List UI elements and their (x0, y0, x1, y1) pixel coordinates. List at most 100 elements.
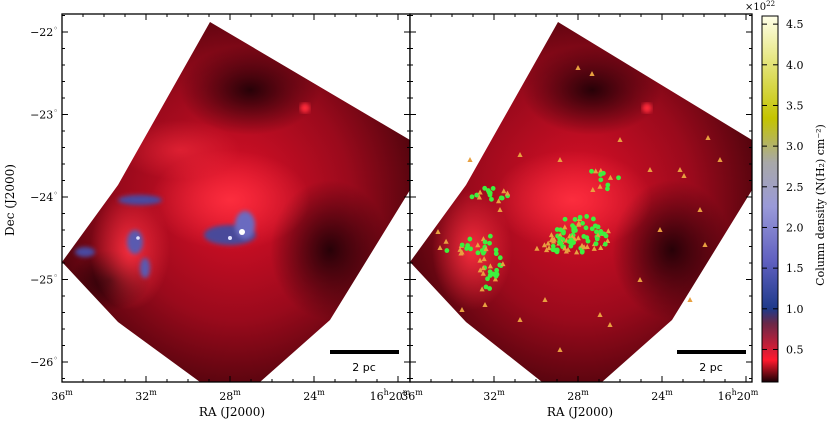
circle-marker (605, 186, 610, 192)
triangle-marker (477, 189, 483, 195)
triangle-marker (477, 267, 483, 273)
circle-marker (499, 195, 505, 201)
triangle-marker (435, 229, 441, 234)
dec-tick-label: −22◦ (30, 24, 58, 39)
triangle-marker (542, 297, 548, 302)
circle-marker (584, 235, 590, 241)
triangle-marker (483, 246, 489, 252)
triangle-marker (480, 270, 486, 276)
dec-tick-label: −24◦ (30, 189, 58, 204)
ra-tick-label: 16h20m (718, 388, 759, 403)
circle-marker (483, 284, 489, 290)
ra-tick-label: 28m (219, 388, 241, 403)
circle-marker (550, 243, 556, 249)
circle-marker (494, 267, 500, 273)
circle-marker (579, 249, 585, 255)
triangle-marker (574, 249, 580, 255)
triangle-marker (637, 277, 643, 282)
circle-marker (487, 192, 493, 198)
scalebar-right (677, 350, 746, 354)
colorbar-tick-label: 0.5 (786, 343, 804, 356)
triangle-marker (687, 297, 693, 302)
triangle-marker (705, 135, 711, 140)
colorbar-tick-label: 4.5 (786, 18, 804, 31)
source-markers (435, 65, 723, 352)
triangle-marker (459, 249, 465, 255)
triangle-marker (504, 190, 511, 196)
circle-marker (489, 196, 494, 202)
circle-marker (554, 227, 560, 232)
circle-marker (580, 220, 585, 226)
circle-marker (459, 242, 465, 248)
colorbar-tick-label: 3.0 (786, 140, 804, 153)
triangle-marker (702, 242, 708, 247)
dec-tick-label: −25◦ (30, 272, 58, 287)
right-map-panel (409, 13, 753, 383)
circle-marker (550, 247, 556, 253)
circle-marker (482, 239, 488, 245)
circle-marker (464, 246, 470, 251)
triangle-marker (647, 167, 653, 172)
circle-marker (572, 216, 578, 222)
triangle-marker (534, 245, 540, 251)
colorbar-label: Column density (N(H₂) cm⁻²) (814, 124, 827, 286)
triangle-marker (581, 244, 587, 250)
circle-marker (497, 255, 503, 261)
circle-marker (493, 251, 499, 257)
triangle-marker (607, 322, 613, 327)
triangle-marker (562, 224, 568, 230)
scalebar-left (330, 350, 399, 354)
ra-tick-label: 36m (51, 388, 73, 403)
triangle-marker (437, 245, 443, 250)
triangle-marker (459, 307, 465, 312)
triangle-marker (681, 173, 687, 178)
triangle-marker (541, 242, 548, 248)
circle-marker (589, 168, 594, 174)
circle-marker (561, 230, 566, 236)
triangle-marker (598, 245, 604, 251)
circle-marker (589, 226, 595, 232)
triangle-marker (576, 220, 582, 226)
triangle-marker (597, 183, 603, 189)
circle-marker (602, 241, 608, 247)
triangle-marker (617, 137, 623, 142)
colorbar-ticks: 0.5 1.0 1.5 2.0 2.5 3.0 3.5 4.0 4.5 (762, 18, 804, 356)
triangle-marker (479, 286, 485, 292)
colorbar-tick-label: 1.5 (786, 262, 804, 275)
circle-marker (558, 241, 564, 246)
ra-tick-label: 16h20m (370, 388, 411, 403)
circle-marker (569, 241, 575, 246)
triangle-marker (717, 157, 723, 162)
dec-tick-labels: −22◦ −23◦ −24◦ −25◦ −26◦ (30, 24, 58, 369)
colorbar-tick-label: 1.0 (786, 303, 804, 316)
circle-marker (485, 188, 491, 193)
circle-marker (487, 233, 493, 239)
circle-marker (487, 240, 492, 246)
triangle-marker (549, 235, 555, 241)
triangle-marker (595, 232, 601, 238)
dec-tick-label: −23◦ (30, 107, 58, 122)
triangle-marker (476, 194, 482, 200)
triangle-marker (593, 168, 599, 174)
triangle-marker (500, 261, 506, 267)
ra-tick-label: 32m (483, 388, 505, 403)
circle-marker (594, 229, 599, 235)
circle-marker (487, 286, 493, 291)
circle-marker (598, 228, 604, 234)
ra-tick-label: 32m (135, 388, 157, 403)
circle-marker (490, 186, 496, 191)
colorbar-tick-label: 3.5 (786, 99, 804, 112)
triangle-marker (546, 245, 552, 251)
triangle-marker (443, 238, 449, 244)
triangle-marker (497, 207, 503, 212)
ra-tick-label: 28m (567, 388, 589, 403)
triangle-marker (557, 232, 563, 238)
triangle-marker (482, 302, 488, 307)
triangle-marker (501, 188, 507, 194)
x-axis-title-right: RA (J2000) (547, 405, 613, 419)
triangle-marker (597, 312, 603, 317)
triangle-marker (579, 242, 585, 248)
left-map-panel (61, 13, 411, 383)
